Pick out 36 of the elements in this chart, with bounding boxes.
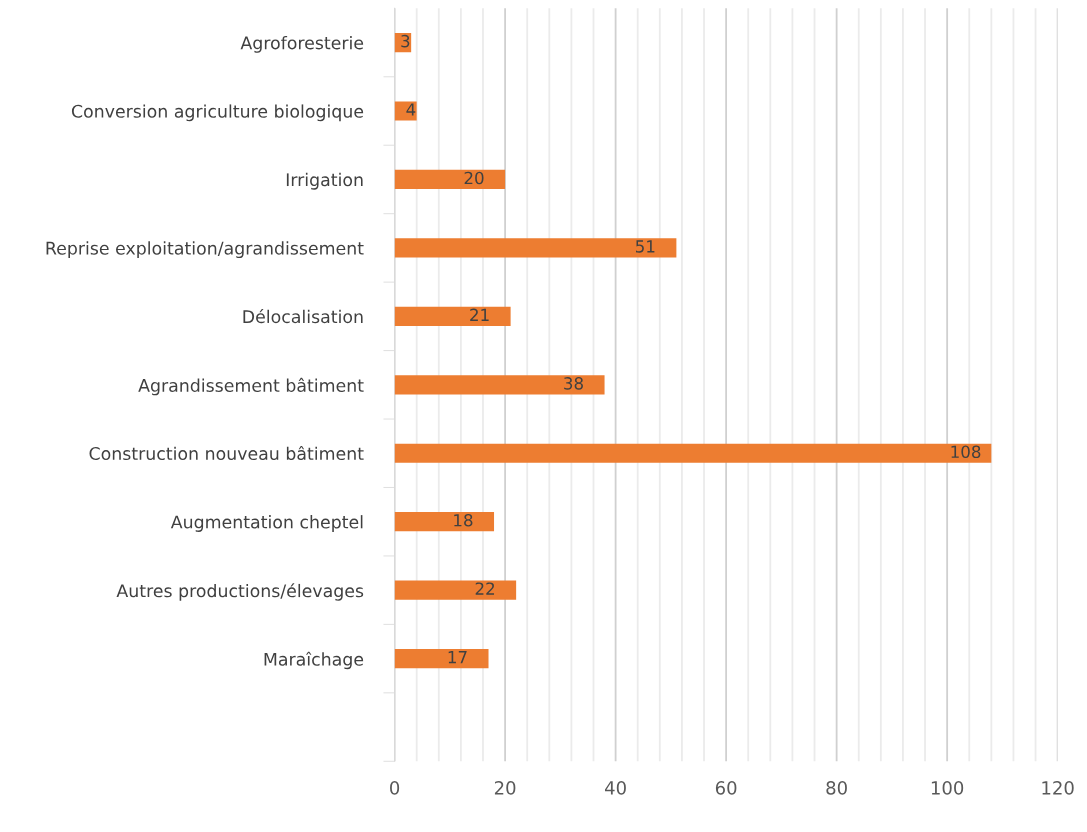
y-tick-label: Augmentation cheptel xyxy=(170,515,363,532)
x-tick-label: 100 xyxy=(931,781,964,795)
x-tick-label: 20 xyxy=(494,781,516,795)
y-tick-label: Conversion agriculture biologique xyxy=(71,104,364,122)
bar xyxy=(394,238,677,258)
y-tick-label: Construction nouveau bâtiment xyxy=(89,445,364,461)
y-tick-label: Irrigation xyxy=(286,172,363,190)
data-label: 18 xyxy=(454,513,473,527)
data-label: 21 xyxy=(470,308,489,321)
bar xyxy=(394,649,489,669)
y-tick-label: Maraîchage xyxy=(264,651,364,670)
data-label: 108 xyxy=(951,445,981,459)
x-tick-label: 80 xyxy=(826,781,847,795)
data-label: 4 xyxy=(406,103,416,116)
bar xyxy=(394,101,417,121)
y-tick-label: Agrandissement bâtiment xyxy=(138,377,364,396)
y-tick-label: Agroforesterie xyxy=(240,35,364,53)
x-tick-label: 0 xyxy=(390,781,400,795)
data-label: 3 xyxy=(401,34,410,48)
data-label: 17 xyxy=(448,651,467,664)
y-tick-label: Autres productions/élevages xyxy=(116,583,364,601)
bar xyxy=(394,580,517,600)
data-label: 38 xyxy=(564,377,583,390)
x-tick-label: 120 xyxy=(1042,781,1074,795)
bar xyxy=(394,306,511,326)
y-tick-label: Délocalisation xyxy=(243,309,363,324)
bar xyxy=(394,375,605,395)
bar xyxy=(394,169,506,190)
y-tick-label: Reprise exploitation/agrandissement xyxy=(46,241,364,259)
data-label: 51 xyxy=(636,240,655,253)
data-label: 20 xyxy=(464,171,484,185)
x-tick-label: 60 xyxy=(715,781,737,795)
x-tick-label: 40 xyxy=(605,781,626,795)
bar xyxy=(394,443,992,463)
data-label: 22 xyxy=(475,582,495,595)
bar xyxy=(394,512,495,532)
